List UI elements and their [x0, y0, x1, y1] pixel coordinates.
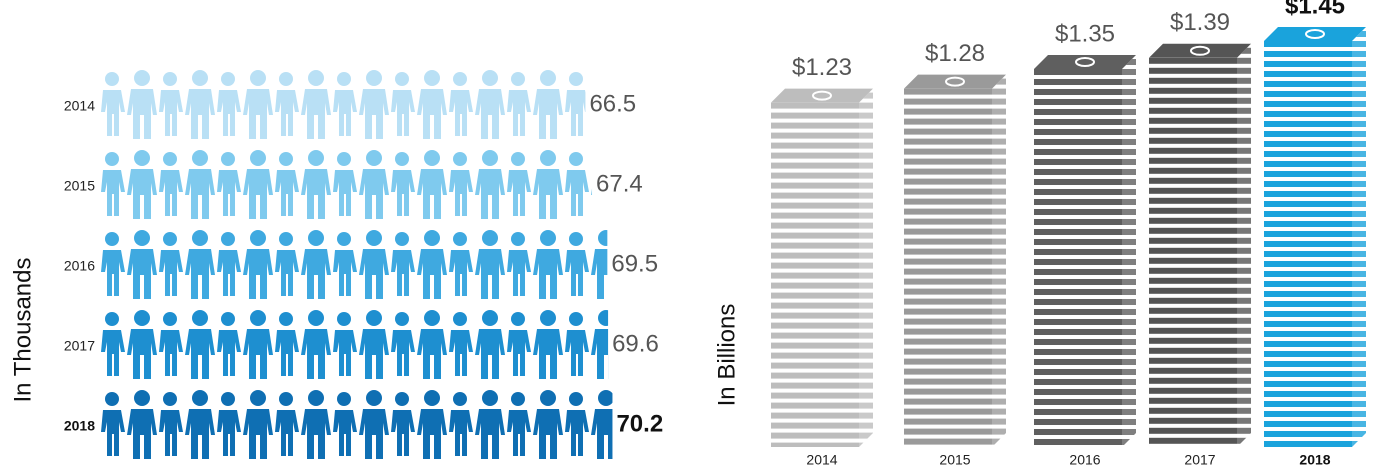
value-label: $1.39 [1170, 9, 1230, 36]
value-label: $1.23 [792, 54, 852, 81]
value-label: $1.35 [1055, 20, 1115, 47]
row-label: 2014 [64, 98, 95, 114]
value-label: 69.5 [611, 250, 658, 277]
value-label: 66.5 [589, 90, 636, 117]
money-stack [1034, 55, 1136, 447]
x-tick-label: 2015 [939, 452, 970, 468]
row-label: 2016 [64, 258, 95, 274]
people-row [100, 230, 607, 300]
people-row [100, 150, 592, 220]
y-axis-label: In Thousands [9, 258, 36, 403]
value-label: $1.45 [1285, 0, 1345, 19]
value-label: $1.28 [925, 40, 985, 67]
people-row [100, 390, 612, 460]
x-tick-label: 2014 [806, 452, 837, 468]
x-tick-label: 2018 [1299, 452, 1330, 468]
people-row [100, 310, 608, 380]
x-tick-label: 2016 [1069, 452, 1100, 468]
value-label: 67.4 [596, 170, 643, 197]
row-label: 2015 [64, 178, 95, 194]
y-axis-label: In Billions [713, 304, 740, 407]
row-label: 2017 [64, 338, 95, 354]
money-stack [1149, 44, 1251, 447]
value-label: 70.2 [616, 410, 663, 437]
x-tick-label: 2017 [1184, 452, 1215, 468]
row-label: 2018 [64, 418, 95, 434]
money-stack [1264, 27, 1366, 447]
infographic: In Thousands In Billions 2014 66.5 2015 67.… [0, 0, 1377, 471]
value-label: 69.6 [612, 330, 659, 357]
people-row [100, 70, 585, 140]
money-stack [904, 75, 1006, 447]
money-stack [771, 89, 873, 447]
